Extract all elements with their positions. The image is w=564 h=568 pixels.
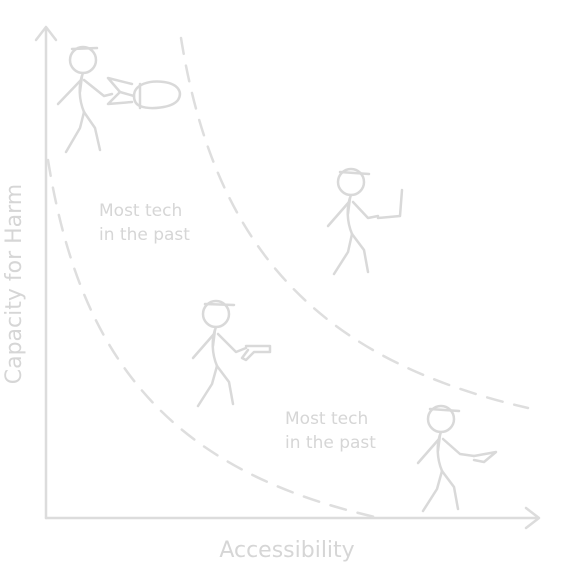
x-axis-arrowhead [524,506,541,530]
y-axis-arrowhead [34,25,58,42]
upper-region-label-line2: in the past [99,225,190,245]
figure-arm-left [191,332,216,360]
bomb-icon [106,76,182,110]
figure-cap [70,46,99,51]
laptop-icon [376,188,404,220]
figure-arm-right [351,200,380,220]
figure-leg-right [82,110,102,152]
lower-region-label: Most tech in the past [285,409,376,453]
gun-icon [240,344,272,362]
figure-tie [346,196,352,216]
figure-arm-right [82,78,114,98]
lower-region-label-line1: Most tech [285,409,368,429]
figure-leg-left [196,364,219,408]
upper-frontier-curve [179,36,530,410]
figure-cap [338,170,371,176]
figure-arm-left [416,437,441,465]
figure-tie [78,74,84,94]
figure-arm-right [441,437,476,458]
figure-leg-right [440,469,460,511]
knife-icon [472,450,498,464]
figure-cap [203,302,236,307]
y-axis-label: Capacity for Harm [2,184,27,385]
figure-leg-left [64,110,86,154]
lower-region-label-line2: in the past [285,433,376,453]
figure-arm-right [216,332,248,354]
figure-head [68,45,98,75]
x-axis-label: Accessibility [219,538,354,563]
figure-leg-left [332,232,354,276]
stick-figure-bomb [56,45,182,154]
lower-frontier-curve [46,158,377,519]
upper-region-label-line1: Most tech [99,201,182,221]
figure-tie [211,328,217,348]
stick-figure-gun [191,299,272,408]
stick-figure-laptop [326,167,404,276]
figure-arm-left [326,200,351,228]
figure-leg-left [421,469,444,513]
figure-tie [436,433,442,453]
figure-leg-right [215,364,235,406]
upper-region-label: Most tech in the past [99,201,190,245]
figure-leg-right [350,232,370,274]
stick-figure-knife [416,404,498,513]
figure-cap [428,407,461,413]
figure-arm-left [56,78,83,106]
axes [34,25,541,530]
